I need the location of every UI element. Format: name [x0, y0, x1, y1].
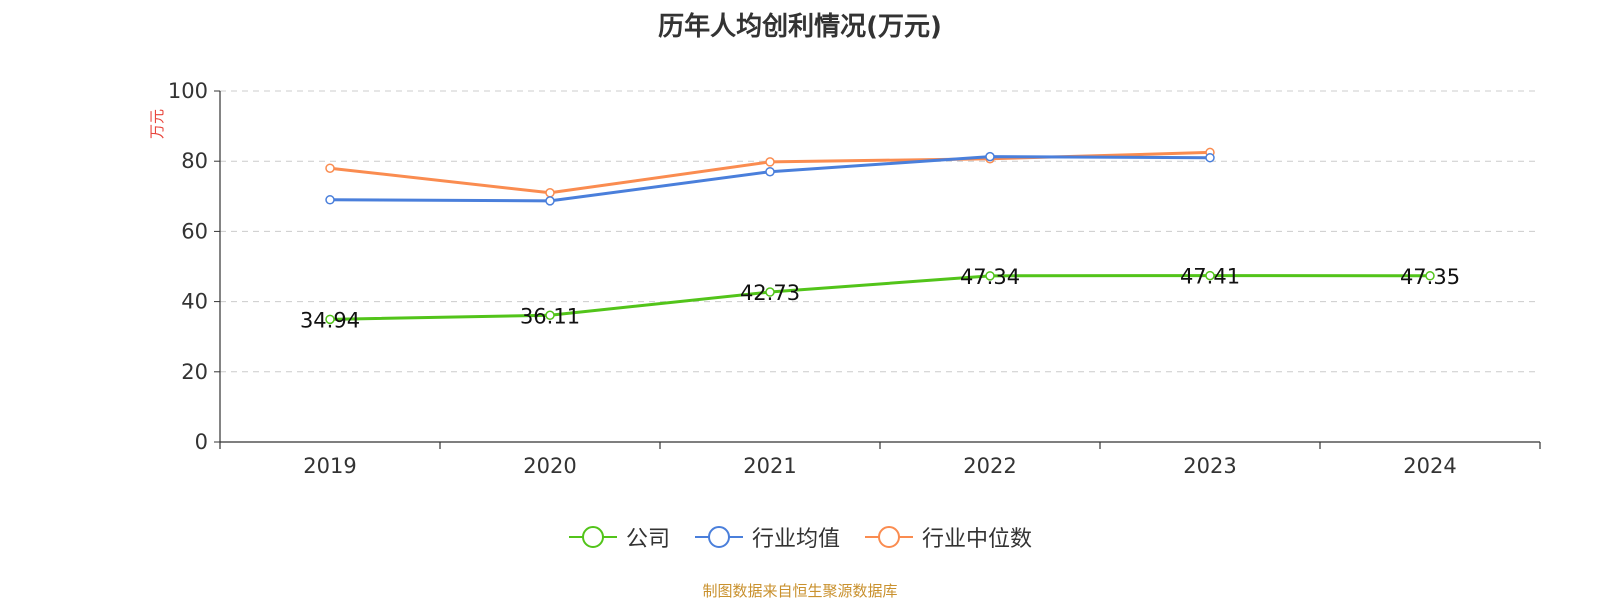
- x-tick-label: 2020: [523, 454, 576, 478]
- legend-item-industry_median[interactable]: 行业中位数: [864, 521, 1032, 553]
- legend-line-circle-icon: [865, 526, 913, 548]
- data-label: 47.35: [1400, 265, 1460, 289]
- y-tick-label: 80: [181, 149, 208, 173]
- data-point-company: [1205, 270, 1215, 281]
- y-tick-label: 0: [195, 430, 208, 454]
- x-tick-label: 2022: [963, 454, 1016, 478]
- data-point-industry_avg: [765, 166, 775, 177]
- legend-label: 行业均值: [751, 527, 840, 552]
- x-tick-label: 2021: [743, 454, 796, 478]
- data-label: 47.41: [1180, 265, 1240, 289]
- data-label: 42.73: [740, 281, 800, 305]
- data-label: 34.94: [300, 308, 360, 332]
- chart-title: 历年人均创利情况(万元): [658, 12, 942, 42]
- y-tick-label: 100: [168, 79, 208, 103]
- legend-line-circle-icon: [568, 526, 617, 548]
- x-tick-label: 2024: [1403, 454, 1456, 478]
- x-tick-label: 2023: [1183, 454, 1236, 478]
- data-point-company: [1425, 271, 1435, 281]
- series-line-company: [329, 274, 1431, 321]
- x-tick-label: 2019: [303, 454, 356, 478]
- y-tick-label: 60: [181, 219, 208, 243]
- data-source-note: 制图数据来自恒生聚源数据库: [702, 582, 898, 600]
- legend-line-circle-icon: [694, 526, 743, 548]
- data-point-industry_avg: [985, 151, 995, 162]
- legend-item-company[interactable]: 公司: [568, 521, 670, 553]
- data-point-industry_avg: [1205, 152, 1215, 163]
- data-point-industry_median: [545, 188, 555, 198]
- y-axis-unit-label: 万元: [148, 109, 166, 139]
- data-point-company: [545, 310, 555, 321]
- legend-item-industry_avg[interactable]: 行业均值: [694, 521, 840, 553]
- data-point-company: [985, 271, 995, 281]
- y-tick-label: 20: [181, 360, 208, 384]
- y-tick-label: 40: [181, 290, 208, 314]
- legend-label: 行业中位数: [922, 527, 1033, 552]
- data-point-industry_avg: [545, 196, 555, 206]
- data-point-company: [765, 287, 775, 297]
- data-label: 36.11: [520, 304, 580, 328]
- data-point-industry_median: [765, 157, 775, 167]
- legend: 公司 行业均值 行业中位数: [0, 517, 1600, 557]
- legend-label: 公司: [625, 527, 670, 552]
- data-point-industry_median: [325, 163, 335, 173]
- data-label: 47.34: [960, 265, 1020, 289]
- data-point-industry_avg: [325, 195, 335, 205]
- data-point-company: [325, 314, 335, 325]
